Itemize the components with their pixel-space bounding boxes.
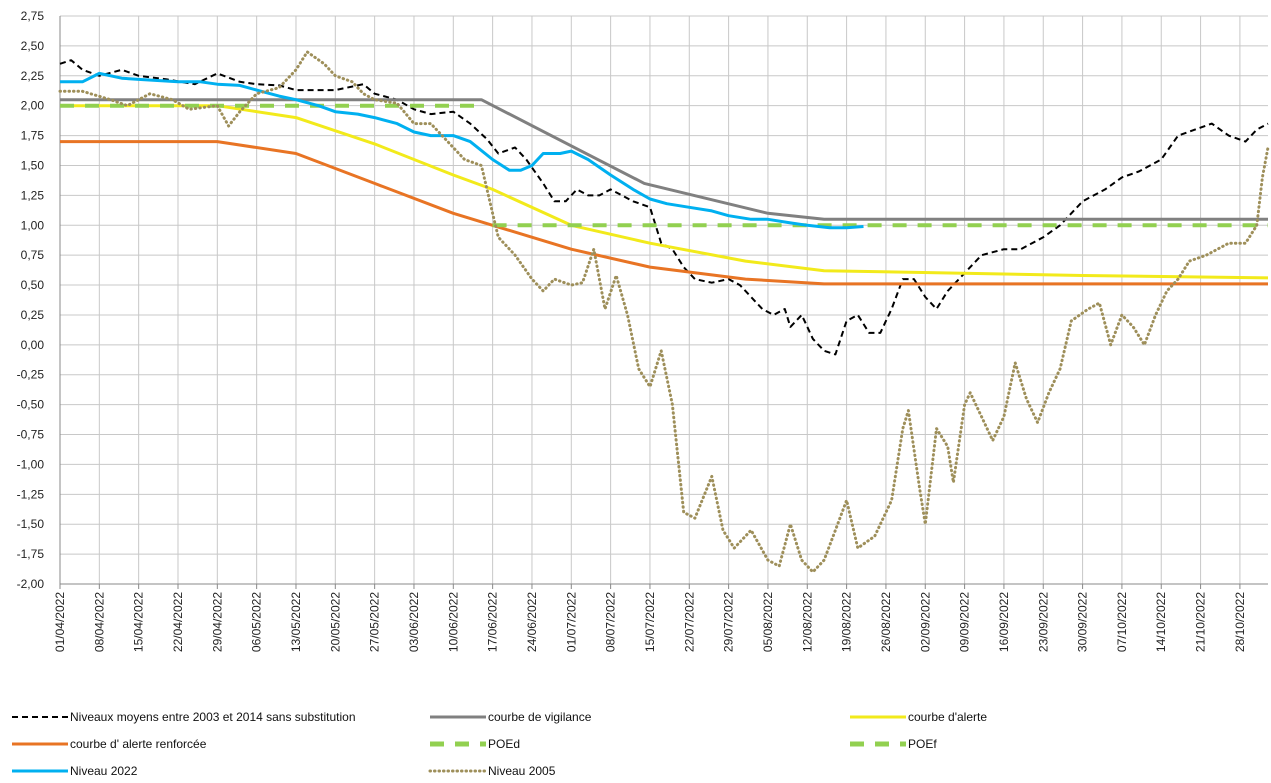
x-tick-label: 24/06/2022	[525, 592, 539, 652]
x-tick-label: 15/07/2022	[643, 592, 657, 652]
y-tick-label: 0,00	[21, 338, 45, 352]
x-tick-label: 19/08/2022	[840, 592, 854, 652]
legend-label-7: Niveau 2005	[488, 764, 556, 778]
x-tick-label: 08/07/2022	[604, 592, 618, 652]
legend-label-3: courbe d' alerte renforcée	[70, 737, 207, 751]
legend-label-0: Niveaux moyens entre 2003 et 2014 sans s…	[70, 710, 356, 724]
x-tick-label: 20/05/2022	[328, 592, 342, 652]
x-tick-label: 22/07/2022	[682, 592, 696, 652]
x-tick-label: 12/08/2022	[800, 592, 814, 652]
y-tick-label: -1,75	[17, 547, 45, 561]
x-tick-label: 01/04/2022	[53, 592, 67, 652]
x-tick-label: 06/05/2022	[250, 592, 264, 652]
x-tick-label: 30/09/2022	[1076, 592, 1090, 652]
chart-grid	[59, 15, 1268, 585]
x-tick-label: 22/04/2022	[171, 592, 185, 652]
series-line-3	[60, 140, 1268, 286]
x-tick-label: 27/05/2022	[368, 592, 382, 652]
y-tick-label: 1,75	[21, 129, 45, 143]
y-tick-label: -1,00	[17, 457, 45, 471]
y-tick-label: -2,00	[17, 577, 45, 591]
x-tick-label: 15/04/2022	[132, 592, 146, 652]
legend-label-5: POEf	[908, 737, 937, 751]
x-tick-label: 23/09/2022	[1036, 592, 1050, 652]
x-tick-label: 17/06/2022	[486, 592, 500, 652]
chart-axes	[59, 16, 1268, 589]
x-tick-label: 21/10/2022	[1194, 592, 1208, 652]
x-tick-label: 29/07/2022	[722, 592, 736, 652]
y-tick-label: 0,50	[21, 278, 45, 292]
y-tick-label: 2,75	[21, 9, 45, 23]
x-tick-label: 13/05/2022	[289, 592, 303, 652]
x-tick-label: 26/08/2022	[879, 592, 893, 652]
x-tick-label: 07/10/2022	[1115, 592, 1129, 652]
x-tick-label: 28/10/2022	[1233, 592, 1247, 652]
x-tick-label: 08/04/2022	[92, 592, 106, 652]
x-tick-label: 29/04/2022	[210, 592, 224, 652]
y-tick-label: -0,75	[17, 428, 45, 442]
series-line-2	[60, 104, 1269, 280]
y-tick-label: 2,50	[21, 39, 45, 53]
chart-series	[58, 50, 1270, 574]
legend-label-6: Niveau 2022	[70, 764, 138, 778]
x-tick-label: 09/09/2022	[958, 592, 972, 652]
legend-label-2: courbe d'alerte	[908, 710, 987, 724]
x-tick-label: 10/06/2022	[446, 592, 460, 652]
series-line-7	[58, 50, 1270, 574]
series-line-1	[60, 98, 1268, 221]
y-tick-label: -0,25	[17, 368, 45, 382]
series-line-6	[60, 71, 864, 230]
x-axis-tick-labels: 01/04/2022 08/04/2022 15/04/2022 22/04/2022…	[53, 592, 1247, 652]
x-tick-label: 14/10/2022	[1154, 592, 1168, 652]
legend-label-1: courbe de vigilance	[488, 710, 592, 724]
y-tick-label: 0,75	[21, 248, 45, 262]
x-tick-label: 05/08/2022	[761, 592, 775, 652]
chart-legend: Niveaux moyens entre 2003 et 2014 sans s…	[12, 710, 987, 778]
y-axis-tick-labels: -2,00 -1,75 -1,50 -1,25 -1,00 -0,75 -0,50 -0,25…	[17, 9, 45, 591]
y-tick-label: 1,50	[21, 158, 45, 172]
y-tick-label: 1,25	[21, 188, 45, 202]
y-tick-label: -0,50	[17, 398, 45, 412]
y-tick-label: 1,00	[21, 218, 45, 232]
y-tick-label: 0,25	[21, 308, 45, 322]
y-tick-label: -1,25	[17, 487, 45, 501]
legend-label-4: POEd	[488, 737, 520, 751]
x-tick-label: 03/06/2022	[407, 592, 421, 652]
series-line-0	[59, 59, 1269, 356]
x-tick-label: 16/09/2022	[997, 592, 1011, 652]
x-tick-label: 02/09/2022	[918, 592, 932, 652]
y-tick-label: 2,00	[21, 99, 45, 113]
x-tick-label: 01/07/2022	[564, 592, 578, 652]
y-tick-label: 2,25	[21, 69, 45, 83]
y-tick-label: -1,50	[17, 517, 45, 531]
